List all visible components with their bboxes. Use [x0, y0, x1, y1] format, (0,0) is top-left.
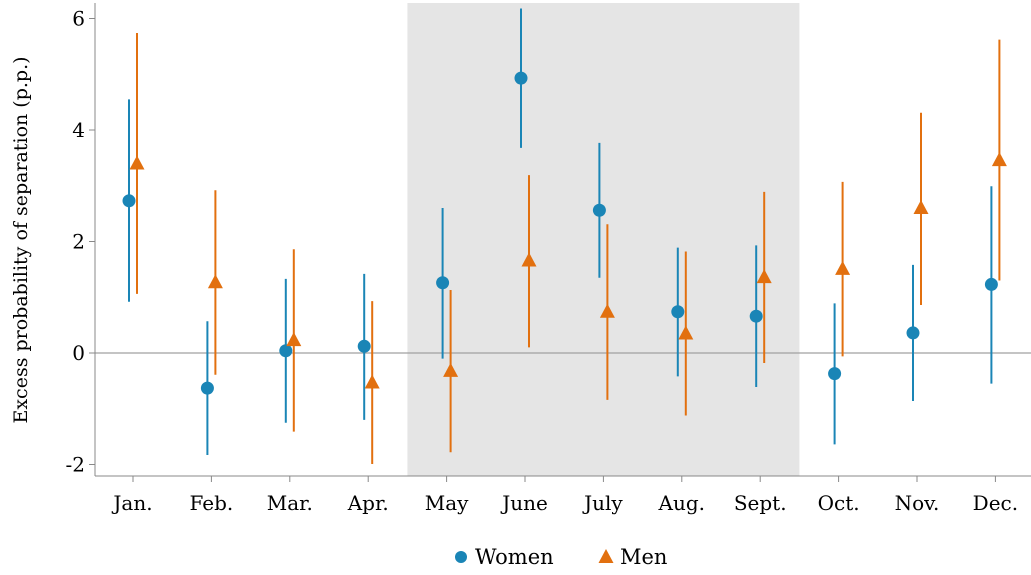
x-tick-label: Sept. [734, 491, 787, 515]
shaded-region [407, 3, 800, 476]
x-tick-label: Aug. [658, 491, 705, 515]
x-tick-label: Oct. [818, 491, 860, 515]
women-point [671, 305, 685, 319]
y-tick-label: 4 [72, 118, 85, 142]
women-point [279, 344, 293, 358]
men-point [521, 252, 537, 267]
women-point [906, 326, 920, 340]
legend-men-label: Men [620, 545, 667, 569]
y-tick-label: 0 [72, 341, 85, 365]
men-point [913, 200, 929, 215]
men-point [991, 152, 1007, 167]
men-point [286, 332, 302, 347]
men-point [756, 269, 772, 284]
women-point [984, 277, 998, 291]
plot-area: -2 0 2 4 6 Jan. Feb. Mar. Apr. May June July Aug. Sep… [66, 3, 1031, 515]
men-point [364, 374, 380, 389]
y-tick-label: -2 [66, 453, 85, 477]
x-tick-label: Nov. [895, 491, 940, 515]
x-tick-label: Dec. [973, 491, 1018, 515]
women-point [514, 71, 528, 85]
legend-women-swatch [455, 551, 467, 563]
men-point [835, 260, 851, 275]
men-point [599, 303, 615, 318]
x-tick-label: July [582, 491, 623, 515]
y-tick-label: 6 [72, 7, 85, 31]
men-point [443, 362, 459, 377]
women-point [749, 309, 763, 323]
men-point [207, 274, 223, 289]
x-tick-label: May [425, 491, 469, 515]
women-point [436, 276, 450, 290]
x-tick-label: June [500, 491, 548, 515]
women-point [122, 194, 136, 208]
men-point [678, 325, 694, 340]
x-tick-label: Mar. [267, 491, 313, 515]
x-tick-label: Jan. [111, 491, 152, 515]
men-point [129, 155, 145, 170]
legend: Women Men [455, 545, 667, 569]
x-tick-label: Feb. [190, 491, 234, 515]
y-tick-label: 2 [72, 230, 85, 254]
women-point [200, 381, 214, 395]
legend-men-swatch [598, 549, 614, 563]
women-point [828, 367, 842, 381]
y-axis-title: Excess probability of separation (p.p.) [10, 56, 32, 423]
women-point [592, 203, 606, 217]
women-point [357, 339, 371, 353]
x-tick-label: Apr. [347, 491, 389, 515]
legend-women-label: Women [475, 545, 554, 569]
